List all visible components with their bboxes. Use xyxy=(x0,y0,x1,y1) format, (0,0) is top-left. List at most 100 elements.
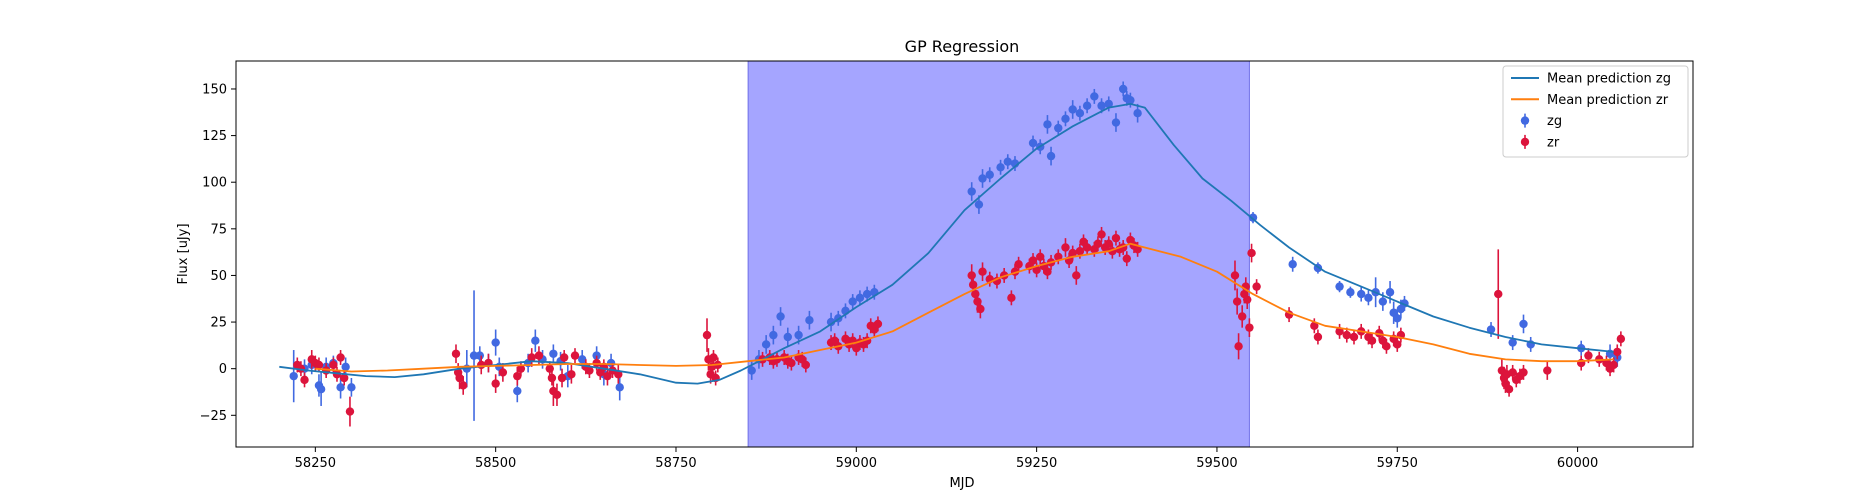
data-point xyxy=(1288,260,1297,269)
legend-label: Mean prediction zr xyxy=(1547,93,1669,108)
data-point xyxy=(1104,99,1113,109)
data-point xyxy=(513,386,522,396)
data-point xyxy=(552,390,562,399)
data-point xyxy=(862,289,872,299)
data-point xyxy=(805,315,814,325)
data-point xyxy=(1003,157,1012,166)
data-point xyxy=(578,355,587,364)
plot-area: 58250 58500 58750 59000 59250 59500 59750 60000… xyxy=(200,60,1694,471)
data-point xyxy=(1075,247,1085,256)
data-point xyxy=(1584,351,1593,360)
data-point xyxy=(1230,271,1240,280)
data-point xyxy=(341,362,350,372)
legend-point-swatch xyxy=(1520,116,1530,125)
data-point xyxy=(559,353,569,362)
y-tick-label: −25 xyxy=(200,409,227,424)
data-point xyxy=(1061,114,1070,124)
data-point xyxy=(848,297,857,306)
data-point xyxy=(873,319,883,329)
data-point xyxy=(491,379,500,388)
y-axis-label: Flux [uJy] xyxy=(176,223,191,284)
data-point xyxy=(1097,230,1106,239)
data-point xyxy=(332,370,342,379)
data-point xyxy=(1082,101,1092,110)
data-point xyxy=(1346,288,1355,297)
data-point xyxy=(1032,265,1041,275)
data-point xyxy=(787,358,796,368)
data-point xyxy=(769,330,778,340)
data-point xyxy=(985,170,994,179)
data-point xyxy=(1508,368,1517,377)
data-point xyxy=(783,332,792,342)
data-point xyxy=(702,330,712,340)
data-point xyxy=(709,353,718,362)
data-point xyxy=(855,293,865,303)
data-point xyxy=(1061,243,1070,252)
legend-label: Mean prediction zg xyxy=(1547,72,1671,87)
data-point xyxy=(1543,366,1552,375)
data-point xyxy=(776,312,785,321)
data-point xyxy=(1090,92,1099,101)
data-point xyxy=(974,200,984,209)
data-point xyxy=(996,163,1005,172)
data-point xyxy=(1232,297,1242,306)
data-point xyxy=(1313,332,1323,342)
data-point xyxy=(967,187,976,196)
data-point xyxy=(1494,289,1503,299)
data-point xyxy=(1342,330,1351,340)
legend-label: zr xyxy=(1547,135,1560,150)
data-point xyxy=(339,373,349,383)
y-tick-label: 75 xyxy=(210,222,227,237)
y-tick-label: 25 xyxy=(210,316,227,331)
data-point xyxy=(289,371,298,381)
data-point xyxy=(475,351,484,360)
y-tick-label: 125 xyxy=(202,129,227,144)
data-point xyxy=(1133,245,1142,254)
data-point xyxy=(1335,327,1344,336)
x-tick-label: 59000 xyxy=(836,456,877,471)
data-point xyxy=(1028,256,1038,265)
data-point xyxy=(549,349,558,358)
data-point xyxy=(314,360,324,370)
data-point xyxy=(1609,360,1618,370)
x-tick-label: 59500 xyxy=(1196,456,1237,471)
data-point xyxy=(1519,319,1528,329)
data-point xyxy=(455,373,464,383)
data-point xyxy=(316,384,326,394)
data-point xyxy=(534,351,544,360)
data-point xyxy=(1043,267,1052,276)
data-point xyxy=(614,370,623,379)
legend-box xyxy=(1502,65,1689,158)
axes-frame xyxy=(235,60,1694,448)
data-point xyxy=(336,383,345,392)
data-point xyxy=(1247,248,1256,258)
data-point xyxy=(557,373,567,383)
x-tick-label: 58500 xyxy=(475,456,516,471)
data-point xyxy=(1237,312,1247,321)
data-point xyxy=(1393,314,1402,323)
data-point xyxy=(477,360,486,370)
data-point xyxy=(1014,260,1023,269)
data-point xyxy=(1036,252,1045,261)
data-point xyxy=(1093,239,1103,248)
x-axis-label: MJD xyxy=(949,476,974,491)
data-point xyxy=(491,338,500,347)
data-point xyxy=(329,360,338,370)
x-tick-label: 59750 xyxy=(1377,456,1418,471)
data-point xyxy=(592,351,601,360)
chart-title: GP Regression xyxy=(905,37,1020,56)
data-point xyxy=(498,368,508,377)
data-point xyxy=(761,340,771,349)
data-point xyxy=(570,351,580,360)
x-tick-label: 58750 xyxy=(655,456,696,471)
data-point xyxy=(469,351,479,360)
data-point xyxy=(459,381,468,390)
data-point xyxy=(967,271,976,280)
data-point xyxy=(1393,340,1402,349)
legend-entry: Mean prediction zr xyxy=(1511,93,1669,108)
data-point xyxy=(300,375,309,385)
data-point xyxy=(1097,101,1106,110)
legend-entry: zr xyxy=(1520,134,1560,150)
data-point xyxy=(1378,297,1388,306)
